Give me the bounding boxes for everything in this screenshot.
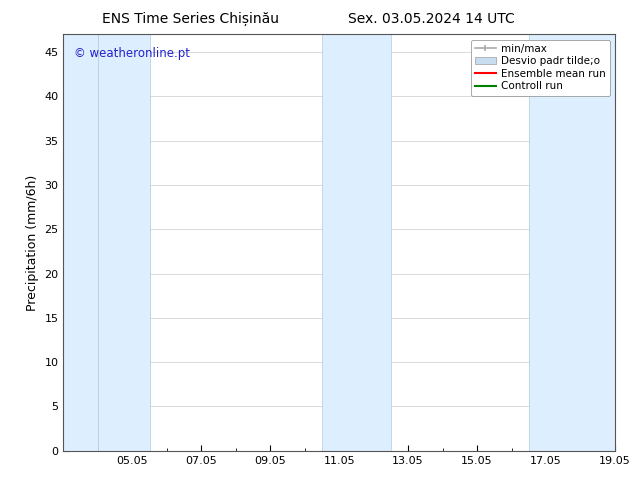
Text: Sex. 03.05.2024 14 UTC: Sex. 03.05.2024 14 UTC	[347, 12, 515, 26]
Bar	[98, 34, 150, 451]
Bar	[322, 34, 391, 451]
Text: ENS Time Series Chișinău: ENS Time Series Chișinău	[101, 12, 279, 26]
Y-axis label: Precipitation (mm/6h): Precipitation (mm/6h)	[26, 174, 39, 311]
Text: © weatheronline.pt: © weatheronline.pt	[74, 47, 190, 60]
Legend: min/max, Desvio padr tilde;o, Ensemble mean run, Controll run: min/max, Desvio padr tilde;o, Ensemble m…	[470, 40, 610, 96]
Bar	[529, 34, 615, 451]
Bar	[63, 34, 98, 451]
